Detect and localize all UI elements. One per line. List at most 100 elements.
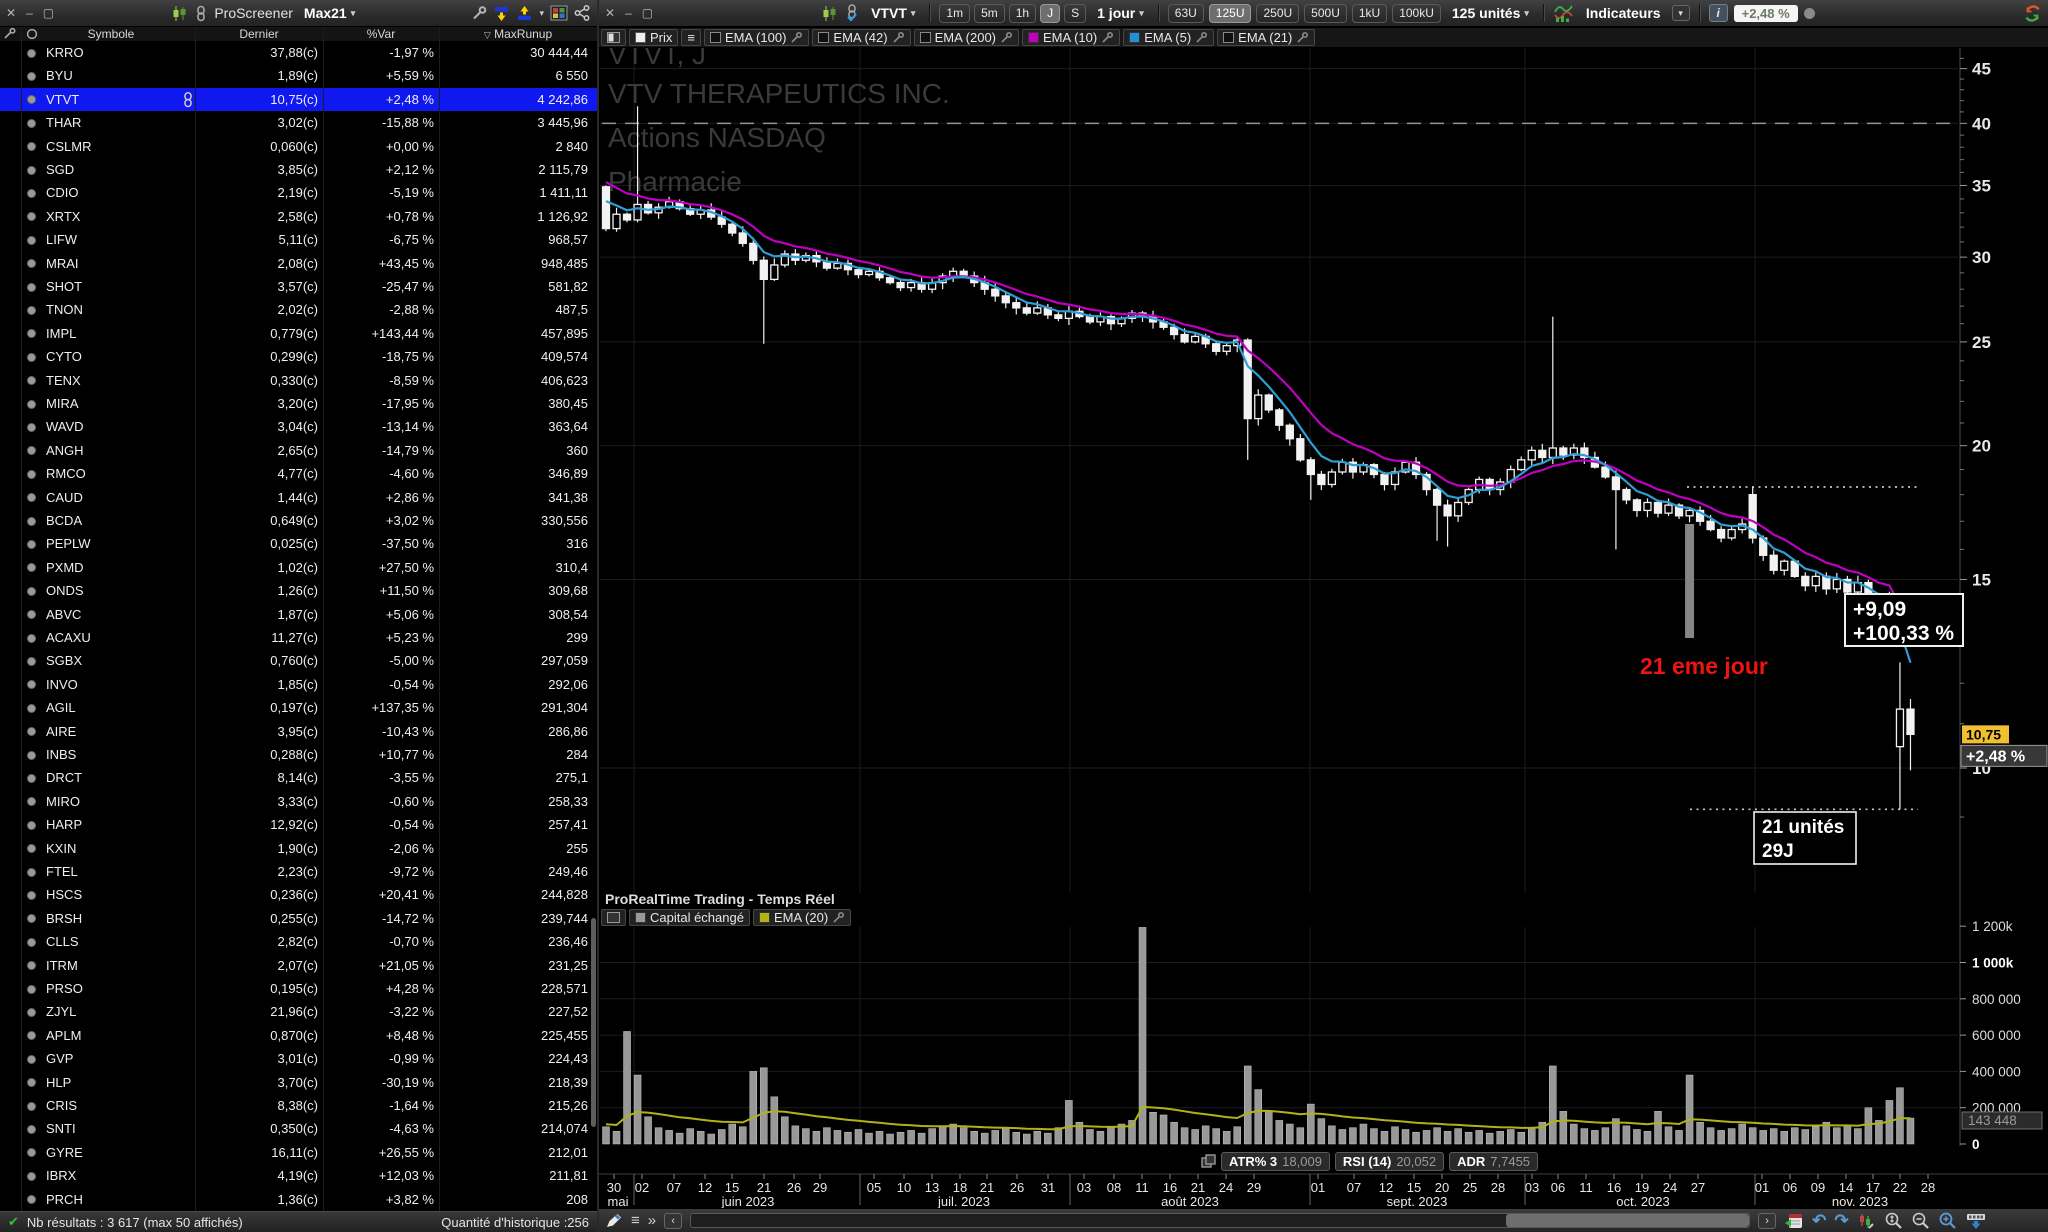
units-button-100kU[interactable]: 100kU bbox=[1392, 3, 1441, 23]
units-button-1kU[interactable]: 1kU bbox=[1351, 3, 1388, 23]
table-row-BYU[interactable]: BYU 1,89(c) +5,59 % 6 550 bbox=[0, 64, 597, 87]
ema-legend-EMA10[interactable]: EMA (10) bbox=[1022, 29, 1121, 46]
linked-symbol-icon[interactable] bbox=[844, 4, 860, 22]
table-row-CSLMR[interactable]: CSLMR 0,060(c) +0,00 % 2 840 bbox=[0, 135, 597, 158]
units-button-250U[interactable]: 250U bbox=[1256, 3, 1300, 23]
units-button-125U[interactable]: 125U bbox=[1208, 3, 1252, 23]
indicators-dropdown[interactable]: Indicateurs bbox=[1585, 5, 1661, 21]
table-row-SHOT[interactable]: SHOT 3,57(c) -25,47 % 581,82 bbox=[0, 275, 597, 298]
table-row-MIRA[interactable]: MIRA 3,20(c) -17,95 % 380,45 bbox=[0, 392, 597, 415]
table-row-VTVT[interactable]: VTVT 10,75(c) +2,48 % 4 242,86 bbox=[0, 87, 597, 112]
indicators-chart-icon[interactable] bbox=[1553, 3, 1575, 23]
pane-icon[interactable] bbox=[601, 29, 626, 46]
table-scrollbar[interactable] bbox=[591, 918, 596, 1127]
scroll-right-button[interactable]: › bbox=[1758, 1212, 1777, 1229]
maximize-icon[interactable]: ▢ bbox=[42, 6, 57, 20]
column-maxrunup[interactable]: ▽ MaxRunup bbox=[483, 27, 553, 41]
timeframe-button-5m[interactable]: 5m bbox=[974, 3, 1005, 23]
table-row-BRSH[interactable]: BRSH 0,255(c) -14,72 % 239,744 bbox=[0, 907, 597, 930]
share-icon[interactable] bbox=[574, 5, 591, 21]
table-row-INVO[interactable]: INVO 1,85(c) -0,54 % 292,06 bbox=[0, 673, 597, 696]
column-symbole[interactable]: Symbole bbox=[87, 27, 135, 41]
settings-wrench-icon[interactable] bbox=[471, 5, 487, 21]
table-row-PEPLW[interactable]: PEPLW 0,025(c) -37,50 % 316 bbox=[0, 532, 597, 555]
symbol-dropdown[interactable]: VTVT ▾ bbox=[871, 5, 916, 21]
table-row-GVP[interactable]: GVP 3,01(c) -0,99 % 224,43 bbox=[0, 1047, 597, 1070]
calendar-icon[interactable] bbox=[1784, 1212, 1804, 1230]
table-row-HSCS[interactable]: HSCS 0,236(c) +20,41 % 244,828 bbox=[0, 883, 597, 906]
table-row-ITRM[interactable]: ITRM 2,07(c) +21,05 % 231,25 bbox=[0, 954, 597, 977]
panes-icon[interactable] bbox=[1201, 1154, 1216, 1169]
table-row-HLP[interactable]: HLP 3,70(c) -30,19 % 218,39 bbox=[0, 1071, 597, 1094]
table-row-ZJYL[interactable]: ZJYL 21,96(c) -3,22 % 227,52 bbox=[0, 1000, 597, 1023]
pane-icon[interactable] bbox=[601, 909, 626, 926]
table-row-CLLS[interactable]: CLLS 2,82(c) -0,70 % 236,46 bbox=[0, 930, 597, 953]
table-row-MIRO[interactable]: MIRO 3,33(c) -0,60 % 258,33 bbox=[0, 790, 597, 813]
chart-settings-icon[interactable] bbox=[1857, 1212, 1876, 1230]
table-row-SNTI[interactable]: SNTI 0,350(c) -4,63 % 214,074 bbox=[0, 1117, 597, 1140]
close-icon[interactable]: ✕ bbox=[605, 6, 618, 20]
table-row-IBRX[interactable]: IBRX 4,19(c) +12,03 % 211,81 bbox=[0, 1164, 597, 1187]
mosaic-layout-icon[interactable] bbox=[550, 5, 568, 21]
more-tools-icon[interactable]: » bbox=[647, 1212, 657, 1229]
table-row-ANGH[interactable]: ANGH 2,65(c) -14,79 % 360 bbox=[0, 439, 597, 462]
table-row-HARP[interactable]: HARP 12,92(c) -0,54 % 257,41 bbox=[0, 813, 597, 836]
ema-legend-EMA5[interactable]: EMA (5) bbox=[1123, 29, 1215, 46]
table-row-CYTO[interactable]: CYTO 0,299(c) -18,75 % 409,574 bbox=[0, 345, 597, 368]
timeframe-button-1m[interactable]: 1m bbox=[939, 3, 971, 23]
units-button-63U[interactable]: 63U bbox=[1167, 3, 1204, 23]
column-var[interactable]: %Var bbox=[366, 27, 396, 41]
table-row-RMCO[interactable]: RMCO 4,77(c) -4,60 % 346,89 bbox=[0, 462, 597, 485]
filter-wrench-icon[interactable] bbox=[3, 27, 17, 40]
time-scrollbar-thumb[interactable] bbox=[1506, 1214, 1750, 1227]
screenshot-icon[interactable] bbox=[1965, 1212, 1987, 1230]
minimize-icon[interactable]: ‒ bbox=[26, 6, 35, 20]
status-circle-icon[interactable] bbox=[26, 28, 38, 40]
table-row-ONDS[interactable]: ONDS 1,26(c) +11,50 % 309,68 bbox=[0, 579, 597, 602]
zoom-in-icon[interactable] bbox=[1938, 1211, 1957, 1230]
table-row-GYRE[interactable]: GYRE 16,11(c) +26,55 % 212,01 bbox=[0, 1141, 597, 1164]
table-row-MRAI[interactable]: MRAI 2,08(c) +43,45 % 948,485 bbox=[0, 252, 597, 275]
zoom-vertical-icon[interactable] bbox=[1884, 1211, 1903, 1230]
timeframe-button-J[interactable]: J bbox=[1040, 3, 1061, 23]
table-row-FTEL[interactable]: FTEL 2,23(c) -9,72 % 249,46 bbox=[0, 860, 597, 883]
units-button-500U[interactable]: 500U bbox=[1304, 3, 1347, 23]
table-row-IMPL[interactable]: IMPL 0,779(c) +143,44 % 457,895 bbox=[0, 322, 597, 345]
table-row-XRTX[interactable]: XRTX 2,58(c) +0,78 % 1 126,92 bbox=[0, 205, 597, 228]
table-row-SGBX[interactable]: SGBX 0,760(c) -5,00 % 297,059 bbox=[0, 649, 597, 672]
table-row-PXMD[interactable]: PXMD 1,02(c) +27,50 % 310,4 bbox=[0, 556, 597, 579]
table-row-INBS[interactable]: INBS 0,288(c) +10,77 % 284 bbox=[0, 743, 597, 766]
table-row-ACAXU[interactable]: ACAXU 11,27(c) +5,23 % 299 bbox=[0, 626, 597, 649]
menu-icon[interactable]: ≡ bbox=[631, 1212, 640, 1229]
ema-legend-EMA42[interactable]: EMA (42) bbox=[812, 29, 911, 46]
preset-dropdown[interactable]: Max21 ▾ bbox=[303, 5, 356, 21]
column-dernier[interactable]: Dernier bbox=[239, 27, 279, 41]
chart-canvas[interactable]: VTVT, J VTV THERAPEUTICS INC. Actions NASD… bbox=[599, 47, 2048, 1208]
table-row-KRRO[interactable]: KRRO 37,88(c) -1,97 % 30 444,44 bbox=[0, 41, 597, 64]
badge-ADR[interactable]: ADR 7,7455 bbox=[1449, 1152, 1539, 1171]
table-row-AGIL[interactable]: AGIL 0,197(c) +137,35 % 291,304 bbox=[0, 696, 597, 719]
volume-ema-toggle[interactable]: EMA (20) bbox=[752, 909, 852, 926]
table-row-TNON[interactable]: TNON 2,02(c) -2,88 % 487,5 bbox=[0, 298, 597, 321]
table-row-SGD[interactable]: SGD 3,85(c) +2,12 % 2 115,79 bbox=[0, 158, 597, 181]
price-pane[interactable]: VTVT, J VTV THERAPEUTICS INC. Actions NASD… bbox=[600, 47, 1958, 893]
info-icon[interactable]: i bbox=[1708, 4, 1728, 22]
table-row-KXIN[interactable]: KXIN 1,90(c) -2,06 % 255 bbox=[0, 837, 597, 860]
table-row-APLM[interactable]: APLM 0,870(c) +8,48 % 225,455 bbox=[0, 1024, 597, 1047]
ema-legend-EMA200[interactable]: EMA (200) bbox=[913, 29, 1020, 46]
table-row-CDIO[interactable]: CDIO 2,19(c) -5,19 % 1 411,11 bbox=[0, 181, 597, 204]
table-row-THAR[interactable]: THAR 3,02(c) -15,88 % 3 445,96 bbox=[0, 111, 597, 134]
price-series-toggle[interactable]: Prix bbox=[629, 29, 679, 46]
undo-icon[interactable]: ↶ bbox=[1812, 1210, 1827, 1230]
time-scrollbar[interactable] bbox=[690, 1213, 1751, 1228]
day21-marker-bar[interactable] bbox=[1685, 524, 1695, 638]
table-row-CRIS[interactable]: CRIS 8,38(c) -1,64 % 215,26 bbox=[0, 1094, 597, 1117]
gain-annotation-box[interactable] bbox=[1844, 593, 1964, 647]
chevron-down-icon[interactable]: ▾ bbox=[539, 7, 544, 18]
timeframe-button-S[interactable]: S bbox=[1064, 3, 1087, 23]
sort-descending-icon[interactable] bbox=[493, 5, 510, 22]
day21-label[interactable]: 21 eme jour bbox=[1640, 653, 1768, 679]
zoom-out-icon[interactable] bbox=[1911, 1211, 1930, 1230]
scroll-left-button[interactable]: ‹ bbox=[664, 1212, 683, 1229]
table-row-WAVD[interactable]: WAVD 3,04(c) -13,14 % 363,64 bbox=[0, 415, 597, 438]
